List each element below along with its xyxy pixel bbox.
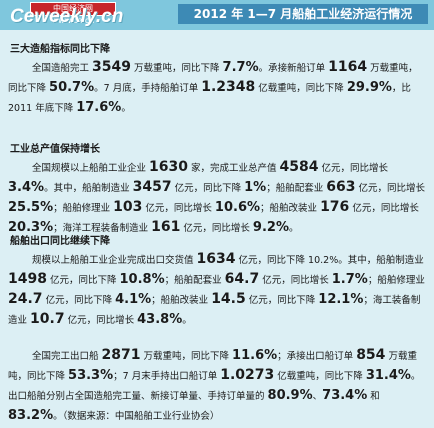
section-title-industrial-output: 工业总产值保持增长 <box>10 144 100 155</box>
section-body-shipbuilding: 全国造船完工 3549 万载重吨，同比下降 7.7%。承接新船订单 1164 万… <box>8 59 418 115</box>
ceweekly-logo: Ceweekly.cn <box>10 6 124 27</box>
section-title-shipbuilding: 三大造船指标同比下降 <box>10 44 110 55</box>
page-title: 2012 年 1—7 月船舶工业经济运行情况 <box>178 4 428 24</box>
section-body-export-orders: 全国完工出口船 2871 万载重吨，同比下降 11.6%；承接出口船订单 854… <box>8 347 421 423</box>
section-title-exports: 船舶出口同比继续下降 <box>10 236 110 247</box>
ce-cn-logo-badge: 中国经济网 www.ce.cn <box>30 2 116 25</box>
section-body-exports: 规模以上船舶工业企业完成出口交货值 1634 亿元，同比下降 10.2%。其中，… <box>8 251 425 327</box>
header-banner: 中国经济网 www.ce.cn Ceweekly.cn 2012 年 1—7 月… <box>0 0 434 30</box>
section-body-industrial-output: 全国规模以上船舶工业企业 1630 家，完成工业总产值 4584 亿元，同比增长… <box>8 159 425 235</box>
